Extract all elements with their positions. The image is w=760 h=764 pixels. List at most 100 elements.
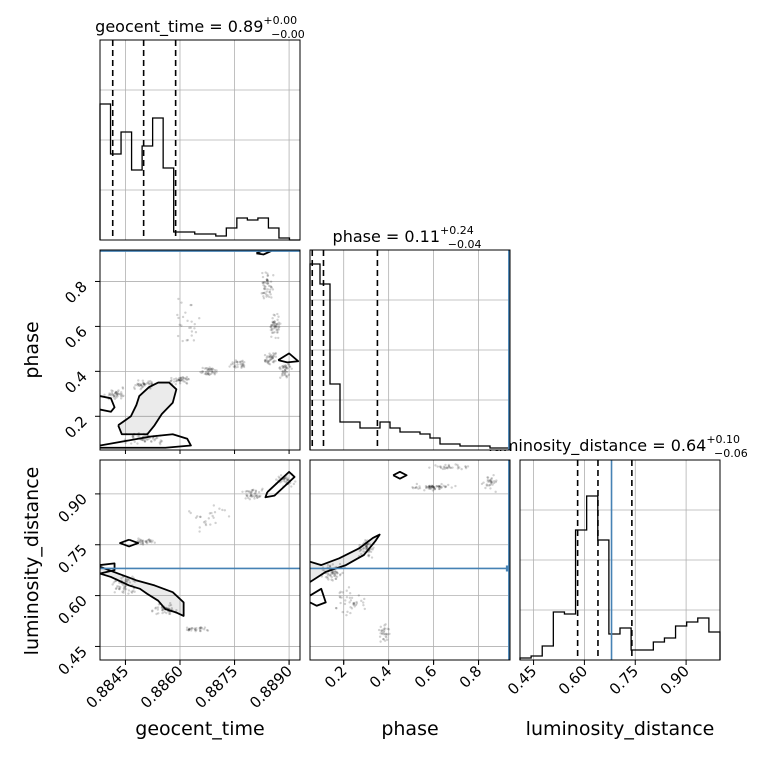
panel-phase-vs-luminosity-distance-sample [326, 563, 330, 567]
panel-geocent-time-vs-phase-sample [107, 394, 111, 397]
panel-phase-vs-luminosity-distance-sample [438, 485, 441, 489]
panel-phase-vs-luminosity-distance-sample [332, 574, 336, 578]
panel-geocent-time-vs-luminosity-distance-sample [261, 487, 264, 491]
panel-phase-vs-luminosity-distance-sample [352, 603, 355, 607]
panel-geocent-time-vs-luminosity-distance-sample [282, 478, 285, 481]
panel-geocent-time-vs-phase-sample [272, 323, 275, 327]
panel-geocent-time-vs-phase-sample [261, 291, 265, 295]
panel-geocent-time-vs-phase-sample [284, 364, 287, 367]
panel-geocent-time-vs-phase-sample [113, 392, 117, 395]
panel-geocent-time-vs-luminosity-distance-sample [138, 538, 142, 541]
panel-geocent-time-vs-phase-sample [142, 381, 145, 385]
panel-geocent-time-vs-phase-sample [265, 278, 268, 282]
panel-geocent-time-vs-phase-sample [233, 361, 237, 364]
panel-geocent-time-vs-phase-sample [262, 281, 266, 284]
hist-phase [309, 249, 511, 451]
panel-geocent-time-vs-phase-sample [284, 364, 287, 367]
panel-phase-vs-luminosity-distance-sample [447, 483, 450, 487]
panel-geocent-time-vs-phase-contour-0 [117, 381, 178, 436]
panel-phase-vs-luminosity-distance-sample [383, 627, 386, 630]
panel-phase-vs-luminosity-distance-sample [456, 467, 460, 470]
panel-geocent-time-vs-phase-sample [188, 326, 191, 330]
panel-geocent-time-vs-phase-sample [285, 375, 289, 378]
panel-geocent-time-vs-luminosity-distance-sample [294, 480, 297, 483]
panel-phase-vs-luminosity-distance-sample [424, 486, 428, 490]
panel-phase-vs-luminosity-distance-sample [379, 632, 382, 635]
panel-phase-vs-luminosity-distance-sample [382, 630, 386, 633]
panel-geocent-time-vs-phase-sample [271, 356, 274, 360]
panel-geocent-time-vs-phase-sample [267, 295, 271, 299]
panel-geocent-time-vs-phase-sample [210, 370, 214, 373]
panel-phase-vs-luminosity-distance-sample [348, 596, 352, 600]
panel-geocent-time-vs-luminosity-distance-sample [198, 627, 201, 630]
panel-phase-vs-luminosity-distance-sample [361, 547, 365, 550]
panel-geocent-time-vs-phase-sample [201, 370, 205, 374]
panel-geocent-time-vs-phase-sample [159, 443, 162, 446]
panel-phase-vs-luminosity-distance-sample [380, 629, 383, 632]
panel-phase-vs-luminosity-distance-sample [332, 572, 335, 576]
panel-geocent-time-vs-phase-sample [272, 353, 276, 356]
panel-geocent-time-vs-phase-sample [267, 362, 271, 365]
panel-geocent-time-vs-luminosity-distance-sample [131, 589, 135, 593]
panel-phase-vs-luminosity-distance-sample [495, 479, 498, 482]
panel-geocent-time-vs-phase-sample [149, 379, 152, 383]
panel-geocent-time-vs-phase-sample [267, 360, 270, 364]
panel-geocent-time-vs-phase-sample [179, 379, 183, 382]
panel-geocent-time-vs-phase-sample [210, 368, 214, 372]
panel-geocent-time-vs-phase-sample [115, 390, 118, 394]
panel-geocent-time-vs-phase-sample [262, 291, 266, 295]
panel-geocent-time-vs-luminosity-distance-sample [148, 539, 152, 543]
panel-phase-vs-luminosity-distance-sample [490, 480, 494, 483]
panel-geocent-time-vs-luminosity-distance-sample [194, 628, 197, 632]
panel-geocent-time-vs-luminosity-distance-sample [286, 478, 289, 481]
xtick-label-luminosity-distance-3: 0.90 [657, 662, 693, 698]
panel-geocent-time-vs-phase-sample [274, 352, 277, 356]
panel-geocent-time-vs-luminosity-distance-sample [155, 612, 158, 616]
panel-geocent-time-vs-phase-sample [205, 372, 208, 375]
panel-phase-vs-luminosity-distance-sample [489, 483, 492, 486]
panel-geocent-time-vs-luminosity-distance-sample [112, 581, 116, 584]
panel-phase-vs-luminosity-distance-sample [363, 607, 366, 611]
panel-phase-vs-luminosity-distance-sample [379, 625, 382, 629]
panel-geocent-time-vs-phase-sample [147, 383, 151, 386]
panel-phase-vs-luminosity-distance-sample [364, 544, 368, 548]
panel-geocent-time-vs-phase-sample [270, 331, 274, 335]
panel-phase-vs-luminosity-distance-sample [385, 636, 388, 639]
panel-geocent-time-vs-luminosity-distance-sample [138, 540, 142, 544]
panel-phase-vs-luminosity-distance-sample [445, 466, 448, 470]
panel-geocent-time-vs-phase-sample [276, 330, 279, 334]
panel-geocent-time-vs-phase-sample [132, 386, 136, 389]
panel-phase-vs-luminosity-distance-sample [428, 466, 431, 469]
panel-geocent-time-vs-phase-sample [242, 364, 246, 367]
panel-geocent-time-vs-phase-sample [187, 378, 191, 381]
panel-phase-vs-luminosity-distance-sample [335, 572, 339, 575]
hist-phase-step [309, 263, 511, 450]
panel-geocent-time-vs-luminosity-distance-sample [246, 494, 249, 497]
panel-geocent-time-vs-phase-sample [276, 312, 279, 316]
panel-phase-vs-luminosity-distance-sample [334, 571, 337, 574]
panel-geocent-time-vs-phase-sample [282, 366, 286, 369]
panel-phase-vs-luminosity-distance-sample [338, 591, 341, 595]
panel-geocent-time-vs-phase-sample [271, 288, 275, 291]
panel-geocent-time-vs-luminosity-distance-sample [245, 489, 249, 493]
panel-geocent-time-vs-luminosity-distance-sample [127, 578, 131, 582]
panel-geocent-time-vs-phase-sample [269, 288, 272, 291]
panels-layer: 0.8845 0.8860 0.8875 0.8890 0.2 0.4 0.6 0.8 0.45… [54, 39, 721, 712]
panel-geocent-time-vs-phase-sample [288, 365, 292, 369]
panel-geocent-time-vs-luminosity-distance-sample [124, 585, 127, 589]
panel-phase-vs-luminosity-distance-sample [357, 594, 361, 597]
panel-geocent-time-vs-phase-sample [279, 322, 282, 325]
panel-phase-vs-luminosity-distance-sample [427, 487, 430, 490]
panel-geocent-time-vs-luminosity-distance-sample [165, 611, 168, 615]
panel-geocent-time-vs-luminosity-distance-sample [199, 629, 202, 633]
panel-geocent-time-vs-phase-contour-2 [100, 433, 192, 449]
panel-geocent-time-vs-phase-sample [272, 313, 275, 317]
panel-geocent-time-vs-phase-sample [177, 378, 181, 382]
panel-geocent-time-vs-phase-sample [274, 355, 278, 358]
panel-geocent-time-vs-phase-sample [113, 392, 117, 395]
panel-geocent-time-vs-phase-sample [270, 296, 273, 299]
panel-geocent-time-vs-phase-sample [175, 380, 178, 383]
panel-geocent-time-vs-luminosity-distance-sample [121, 583, 124, 586]
ytick-label-phase-3: 0.8 [61, 278, 91, 308]
panel-geocent-time-vs-phase-sample [272, 352, 275, 355]
